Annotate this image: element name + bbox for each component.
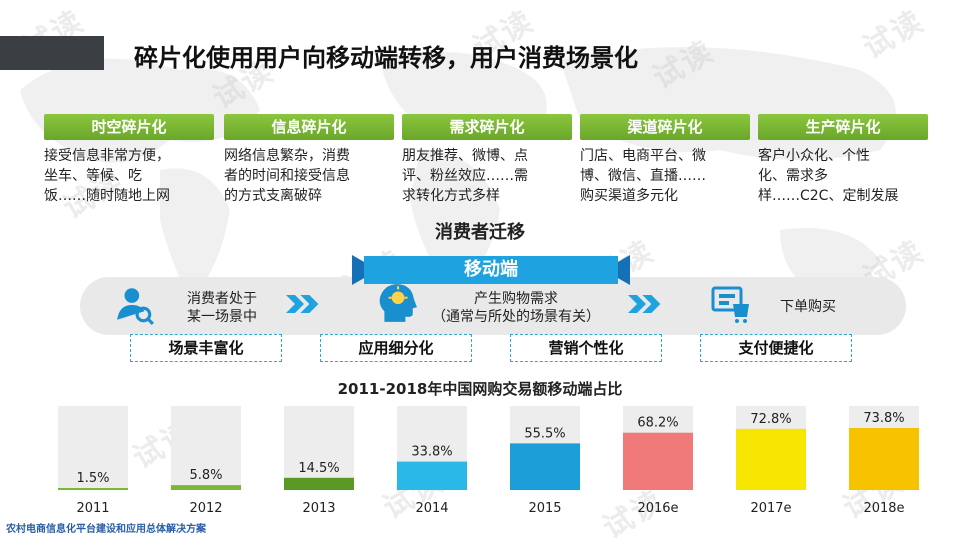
x-tick-label: 2013	[302, 501, 335, 516]
chart-title: 2011-2018年中国网购交易额移动端占比	[337, 380, 623, 398]
bar	[849, 428, 919, 490]
feature-tag: 支付便捷化	[700, 334, 852, 362]
bar-value-label: 33.8%	[411, 445, 452, 460]
bar	[736, 428, 806, 490]
category-heading: 需求碎片化	[402, 114, 572, 140]
category-line: 坐车、等候、吃	[44, 168, 142, 184]
category-line: 门店、电商平台、微	[580, 148, 706, 164]
category-heading: 信息碎片化	[224, 114, 394, 140]
bar-value-label: 1.5%	[76, 471, 109, 486]
category-description: 门店、电商平台、微 博、微信、直播…… 购买渠道多元化	[580, 146, 750, 206]
title-accent-bar	[0, 36, 104, 70]
category-card: 需求碎片化 朋友推荐、微博、点 评、粉丝效应……需 求转化方式多样	[402, 114, 572, 206]
category-heading: 生产碎片化	[758, 114, 928, 140]
bar-value-label: 5.8%	[189, 468, 222, 483]
bar-value-label: 55.5%	[524, 426, 565, 441]
category-heading: 时空碎片化	[44, 114, 214, 140]
page-title: 碎片化使用用户向移动端转移，用户消费场景化	[134, 44, 638, 72]
x-tick-label: 2011	[76, 501, 109, 516]
category-line: 样……C2C、定制发展	[758, 188, 899, 204]
category-line: 求转化方式多样	[402, 188, 500, 204]
mobile-share-bar-chart: 1.5% 2011 5.8% 2012 14.5% 2013 33.8% 2014 55.5% 2…	[58, 406, 919, 516]
category-card: 时空碎片化 接受信息非常方便， 坐车、等候、吃 饭……随时随地上网	[44, 114, 214, 206]
category-card: 信息碎片化 网络信息繁杂，消费 者的时间和接受信息 的方式支离破碎	[224, 114, 394, 206]
x-tick-label: 2018e	[863, 501, 904, 516]
step-description: 产生购物需求 （通常与所处的场景有关）	[416, 290, 616, 326]
category-line: 接受信息非常方便，	[44, 148, 170, 164]
bar	[171, 485, 241, 490]
step-description: 消费者处于 某一场景中	[162, 290, 282, 326]
category-line: 评、粉丝效应……需	[402, 168, 528, 184]
step-line: （通常与所处的场景有关）	[432, 309, 600, 325]
category-description: 接受信息非常方便， 坐车、等候、吃 饭……随时随地上网	[44, 146, 214, 206]
category-heading: 渠道碎片化	[580, 114, 750, 140]
step-line: 消费者处于	[187, 291, 257, 307]
watermark: 试读	[647, 33, 721, 97]
category-line: 者的时间和接受信息	[224, 168, 350, 184]
category-line: 朋友推荐、微博、点	[402, 148, 528, 164]
bar	[510, 443, 580, 490]
category-line: 化、需求多	[758, 168, 828, 184]
bar-track	[284, 406, 354, 490]
x-tick-label: 2017e	[750, 501, 791, 516]
step-line: 某一场景中	[187, 309, 257, 325]
double-chevron-right-icon	[628, 295, 661, 313]
step-description: 下单购买	[758, 298, 858, 316]
category-line: 的方式支离破碎	[224, 188, 322, 204]
shopping-cart-icon	[711, 286, 749, 323]
watermark: 试读	[857, 3, 931, 67]
category-line: 网络信息繁杂，消费	[224, 148, 350, 164]
category-card: 生产碎片化 客户小众化、个性 化、需求多 样……C2C、定制发展	[758, 114, 928, 206]
step-line: 下单购买	[780, 299, 836, 315]
user-search-icon	[117, 288, 154, 326]
feature-tag: 营销个性化	[510, 334, 662, 362]
bar-track	[58, 406, 128, 490]
bar	[58, 488, 128, 490]
category-card: 渠道碎片化 门店、电商平台、微 博、微信、直播…… 购买渠道多元化	[580, 114, 750, 206]
category-line: 饭……随时随地上网	[44, 188, 170, 204]
bar-value-label: 14.5%	[298, 461, 339, 476]
bar	[397, 461, 467, 490]
x-tick-label: 2015	[528, 501, 561, 516]
double-chevron-right-icon	[286, 295, 319, 313]
process-band	[80, 277, 906, 335]
bar-value-label: 68.2%	[637, 416, 678, 431]
category-line: 购买渠道多元化	[580, 188, 678, 204]
category-description: 朋友推荐、微博、点 评、粉丝效应……需 求转化方式多样	[402, 146, 572, 206]
bar-value-label: 72.8%	[750, 412, 791, 427]
feature-tag: 应用细分化	[320, 334, 472, 362]
bar-value-label: 73.8%	[863, 411, 904, 426]
category-line: 客户小众化、个性	[758, 148, 870, 164]
mobile-ribbon	[352, 255, 630, 285]
feature-tag: 场景丰富化	[130, 334, 282, 362]
footer-caption: 农村电商信息化平台建设和应用总体解决方案	[6, 524, 206, 535]
step-line: 产生购物需求	[474, 291, 558, 307]
bar-track	[171, 406, 241, 490]
mobile-label: 移动端	[464, 259, 518, 280]
category-description: 网络信息繁杂，消费 者的时间和接受信息 的方式支离破碎	[224, 146, 394, 206]
x-tick-label: 2014	[415, 501, 448, 516]
x-tick-label: 2012	[189, 501, 222, 516]
bar	[284, 477, 354, 490]
x-tick-label: 2016e	[637, 501, 678, 516]
category-description: 客户小众化、个性 化、需求多 样……C2C、定制发展	[758, 146, 928, 206]
bar	[623, 432, 693, 490]
idea-head-icon	[379, 284, 417, 322]
category-line: 博、微信、直播……	[580, 168, 706, 184]
migration-title: 消费者迁移	[435, 222, 525, 243]
